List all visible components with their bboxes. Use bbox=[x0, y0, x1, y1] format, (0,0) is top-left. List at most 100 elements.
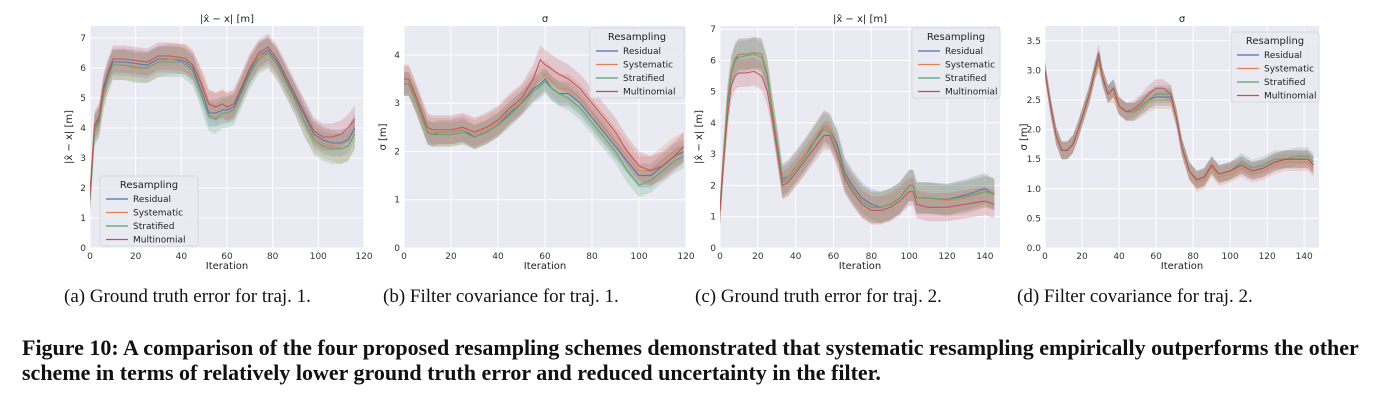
x-tick-label: 60 bbox=[828, 252, 840, 262]
legend-box bbox=[1230, 31, 1320, 103]
x-tick-label: 40 bbox=[1113, 252, 1125, 262]
legend-title: Resampling bbox=[1246, 36, 1304, 47]
legend-entry-residual: Residual bbox=[1264, 51, 1302, 61]
x-tick-label: 20 bbox=[130, 252, 142, 262]
line-stratified bbox=[404, 80, 684, 186]
y-tick-label: 7 bbox=[710, 25, 716, 35]
y-axis-label: |x̂ − x| [m] bbox=[693, 110, 705, 164]
y-tick-label: 3 bbox=[710, 150, 716, 160]
x-tick-label: 0 bbox=[401, 252, 407, 262]
chart-title: |x̂ − x| [m] bbox=[200, 13, 254, 25]
x-tick-label: 60 bbox=[221, 252, 233, 262]
legend: Resampling Residual Systematic Stratified Mu… bbox=[589, 27, 685, 99]
y-tick-label: 1.0 bbox=[1027, 185, 1042, 195]
x-tick-label: 20 bbox=[752, 252, 764, 262]
legend-entry-stratified: Stratified bbox=[623, 74, 664, 84]
y-axis-label: σ [m] bbox=[378, 123, 389, 150]
x-tick-label: 20 bbox=[445, 252, 457, 262]
legend-entry-multinomial: Multinomial bbox=[1264, 92, 1317, 102]
y-tick-label: 3.5 bbox=[1027, 37, 1041, 47]
legend: Resampling Residual Systematic Stratified Mu… bbox=[99, 175, 199, 247]
subcaption-a: (a) Ground truth error for traj. 1. bbox=[64, 286, 311, 307]
x-tick-label: 100 bbox=[1222, 252, 1239, 262]
line-stratified bbox=[720, 53, 995, 211]
y-tick-label: 2 bbox=[710, 181, 716, 191]
legend-entry-systematic: Systematic bbox=[623, 61, 673, 71]
y-tick-label: 1 bbox=[394, 196, 400, 206]
legend-box bbox=[589, 27, 685, 99]
y-tick-label: 3 bbox=[394, 99, 400, 109]
legend-entry-stratified: Stratified bbox=[133, 222, 174, 232]
legend-entry-stratified: Stratified bbox=[1264, 78, 1305, 88]
y-axis-label: |x̂ − x| [m] bbox=[63, 110, 75, 164]
legend-entry-residual: Residual bbox=[945, 47, 983, 57]
legend-entry-multinomial: Multinomial bbox=[623, 88, 676, 98]
line-residual bbox=[90, 49, 356, 198]
x-tick-label: 40 bbox=[176, 252, 188, 262]
y-tick-label: 2 bbox=[80, 184, 86, 194]
x-axis-label: Iteration bbox=[1161, 261, 1203, 272]
band-residual bbox=[404, 67, 684, 188]
legend-entry-multinomial: Multinomial bbox=[133, 236, 186, 246]
y-tick-label: 0.0 bbox=[1027, 244, 1042, 254]
y-tick-label: 5 bbox=[80, 94, 86, 104]
x-tick-label: 40 bbox=[492, 252, 504, 262]
series-group bbox=[1045, 43, 1314, 192]
line-systematic bbox=[404, 73, 684, 172]
y-tick-label: 3 bbox=[80, 154, 86, 164]
chart-title: |x̂ − x| [m] bbox=[833, 13, 887, 25]
chart-title: σ bbox=[1179, 14, 1186, 25]
line-multinomial bbox=[1045, 52, 1314, 181]
series-group bbox=[404, 45, 685, 198]
legend-box bbox=[99, 175, 199, 247]
legend-entry-systematic: Systematic bbox=[1264, 65, 1314, 75]
y-tick-label: 2.0 bbox=[1027, 126, 1042, 136]
y-tick-label: 2.5 bbox=[1027, 96, 1041, 106]
legend: Resampling Residual Systematic Stratified Mu… bbox=[911, 27, 1001, 99]
legend: Resampling Residual Systematic Stratified Mu… bbox=[1230, 31, 1320, 103]
legend-title: Resampling bbox=[608, 32, 666, 43]
band-stratified bbox=[404, 69, 684, 198]
y-tick-label: 2 bbox=[394, 147, 400, 157]
series-group bbox=[720, 36, 995, 227]
band-multinomial bbox=[90, 33, 355, 208]
y-tick-label: 0 bbox=[80, 244, 86, 254]
y-tick-label: 6 bbox=[710, 56, 716, 66]
line-multinomial bbox=[720, 70, 995, 212]
legend-title: Resampling bbox=[120, 180, 178, 191]
x-tick-label: 80 bbox=[866, 252, 878, 262]
x-tick-label: 120 bbox=[1259, 252, 1276, 262]
x-tick-label: 60 bbox=[539, 252, 551, 262]
x-tick-label: 40 bbox=[790, 252, 802, 262]
legend-entry-residual: Residual bbox=[623, 47, 661, 57]
band-residual bbox=[1045, 49, 1314, 189]
chart-panel-3: 0 20 40 60 80 100 120 140 0 1 2 3 4 5 6 7 |x̂ − x| [m] It… bbox=[693, 13, 1001, 272]
x-tick-label: 80 bbox=[267, 252, 279, 262]
chart-title: σ bbox=[542, 14, 549, 25]
x-tick-label: 20 bbox=[1076, 252, 1088, 262]
subcaption-d: (d) Filter covariance for traj. 2. bbox=[1017, 286, 1253, 307]
x-tick-label: 60 bbox=[1150, 252, 1162, 262]
figure-label: Figure 10 bbox=[22, 335, 112, 360]
subcaption-c: (c) Ground truth error for traj. 2. bbox=[695, 286, 942, 307]
subcaption-b: (b) Filter covariance for traj. 1. bbox=[383, 286, 619, 307]
line-multinomial bbox=[404, 58, 685, 172]
band-systematic bbox=[404, 59, 684, 186]
y-tick-label: 6 bbox=[80, 64, 86, 74]
y-tick-label: 7 bbox=[80, 34, 86, 44]
y-tick-label: 0.5 bbox=[1027, 214, 1041, 224]
x-tick-label: 100 bbox=[630, 252, 647, 262]
legend-entry-residual: Residual bbox=[133, 195, 171, 205]
series-group bbox=[90, 33, 356, 215]
y-tick-label: 4 bbox=[710, 119, 716, 129]
y-tick-label: 1 bbox=[710, 213, 716, 223]
x-tick-label: 0 bbox=[1042, 252, 1048, 262]
legend-entry-systematic: Systematic bbox=[133, 209, 183, 219]
legend-title: Resampling bbox=[927, 32, 985, 43]
y-tick-label: 0 bbox=[710, 244, 716, 254]
band-residual bbox=[90, 36, 355, 211]
legend-box bbox=[911, 27, 1001, 99]
x-tick-label: 80 bbox=[1187, 252, 1199, 262]
figure-caption: Figure 10: A comparison of the four prop… bbox=[22, 335, 1367, 385]
